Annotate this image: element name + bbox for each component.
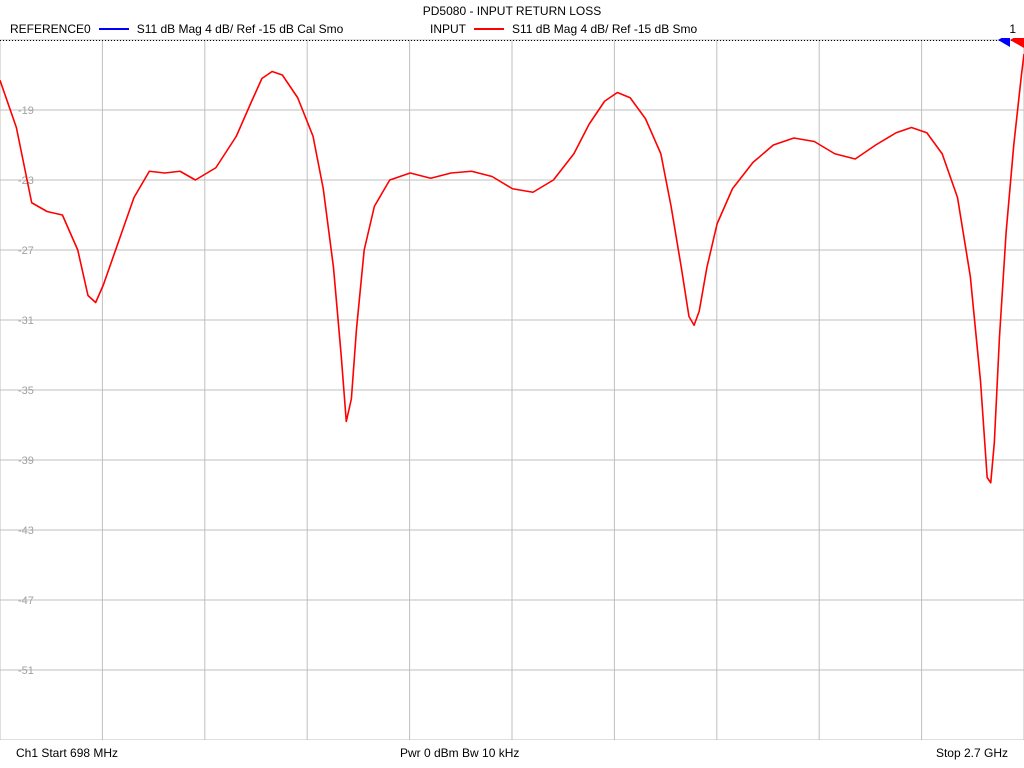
trace2-text: S11 dB Mag 4 dB/ Ref -15 dB Smo xyxy=(512,22,697,36)
trace2-swatch xyxy=(474,28,504,30)
trace2-name: INPUT xyxy=(430,22,466,36)
footer-power: Pwr 0 dBm Bw 10 kHz xyxy=(400,746,519,760)
footer-start: Ch1 Start 698 MHz xyxy=(16,746,118,760)
trace1-text: S11 dB Mag 4 dB/ Ref -15 dB Cal Smo xyxy=(137,22,344,36)
chart-title: PD5080 - INPUT RETURN LOSS xyxy=(0,4,1024,18)
svg-text:-27: -27 xyxy=(18,245,34,257)
svg-text:-19: -19 xyxy=(18,105,34,117)
footer-stop: Stop 2.7 GHz xyxy=(936,746,1008,760)
chart-svg: -19-23-27-31-35-39-43-47-51 xyxy=(0,38,1024,740)
svg-text:-31: -31 xyxy=(18,315,34,327)
legend: REFERENCE0 S11 dB Mag 4 dB/ Ref -15 dB C… xyxy=(0,22,1024,38)
marker-number: 1 xyxy=(1009,22,1016,36)
svg-text:-43: -43 xyxy=(18,525,34,537)
svg-text:-47: -47 xyxy=(18,595,34,607)
svg-text:-39: -39 xyxy=(18,455,34,467)
footer: Ch1 Start 698 MHz Pwr 0 dBm Bw 10 kHz St… xyxy=(0,746,1024,762)
svg-text:-35: -35 xyxy=(18,385,34,397)
plot-area: -19-23-27-31-35-39-43-47-51 xyxy=(0,38,1024,740)
trace1-swatch xyxy=(99,28,129,30)
svg-text:-51: -51 xyxy=(18,665,34,677)
trace1-name: REFERENCE0 xyxy=(10,22,91,36)
